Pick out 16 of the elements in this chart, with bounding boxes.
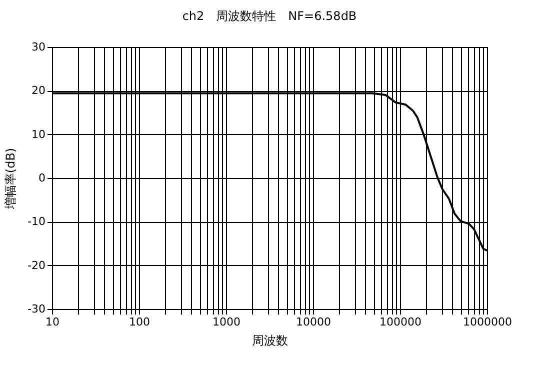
y-tick-label: -30 [28,302,46,316]
x-axis-title: 周波数 [252,334,288,348]
y-tick-label: 20 [32,84,46,98]
y-tick-label: 0 [38,172,46,184]
x-tick-label: 100 [129,316,150,328]
y-tick-label: -20 [28,258,46,272]
y-axis-title: 増幅率(dB) [4,148,18,210]
x-tick-label: 1000 [212,316,240,328]
y-tick-label: 30 [32,40,46,54]
chart-title: ch2 周波数特性 NF=6.58dB [182,9,357,23]
y-tick-label: 10 [32,128,46,141]
x-tick-label: 10 [46,316,60,328]
x-tick-label: 1000000 [463,316,512,328]
x-tick-label: 10000 [296,316,331,328]
x-tick-label: 100000 [380,316,422,328]
y-tick-label: -10 [28,215,46,228]
